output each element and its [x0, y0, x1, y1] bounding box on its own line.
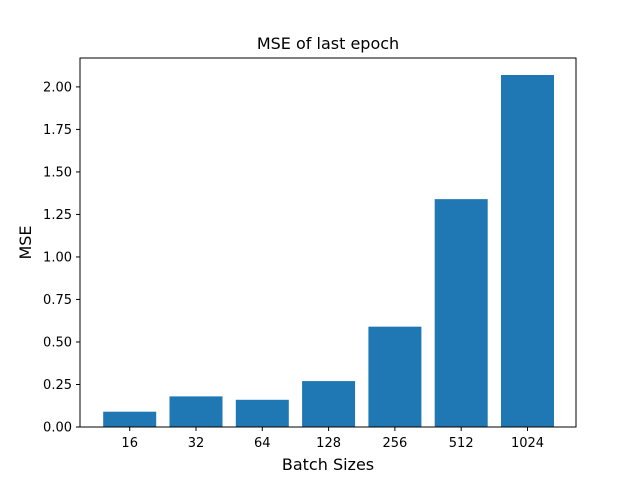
bar-128 — [302, 381, 356, 427]
x-axis-ticks: 16 32 64 128 256 512 1024 — [121, 427, 544, 451]
x-tick-label: 32 — [188, 436, 205, 451]
x-tick-label: 16 — [121, 436, 138, 451]
y-tick-label: 1.25 — [43, 208, 72, 223]
y-tick-label: 1.50 — [43, 165, 72, 180]
y-axis-label: MSE — [16, 225, 35, 259]
x-tick-label: 128 — [316, 436, 341, 451]
x-tick-label: 1024 — [511, 436, 544, 451]
bar-256 — [368, 326, 422, 427]
x-tick-label: 64 — [254, 436, 271, 451]
x-tick-label: 256 — [382, 436, 407, 451]
bar-16 — [103, 411, 157, 427]
y-tick-label: 1.00 — [43, 250, 72, 265]
y-tick-label: 0.00 — [43, 421, 72, 436]
y-tick-label: 2.00 — [43, 80, 72, 95]
y-tick-label: 0.75 — [43, 293, 72, 308]
x-axis-label: Batch Sizes — [282, 455, 374, 474]
y-tick-label: 0.25 — [43, 378, 72, 393]
bar-32 — [169, 396, 223, 427]
bars-layer — [103, 75, 554, 427]
y-tick-label: 0.50 — [43, 335, 72, 350]
plot-frame — [79, 57, 577, 428]
bar-1024 — [501, 75, 554, 427]
bar-64 — [235, 399, 289, 427]
x-tick-label: 512 — [449, 436, 474, 451]
bar-512 — [434, 199, 488, 427]
y-axis-ticks: 0.00 0.25 0.50 0.75 1.00 1.25 1.50 1.75 2.00 — [43, 80, 80, 436]
chart-title: MSE of last epoch — [257, 34, 399, 53]
y-tick-label: 1.75 — [43, 123, 72, 138]
